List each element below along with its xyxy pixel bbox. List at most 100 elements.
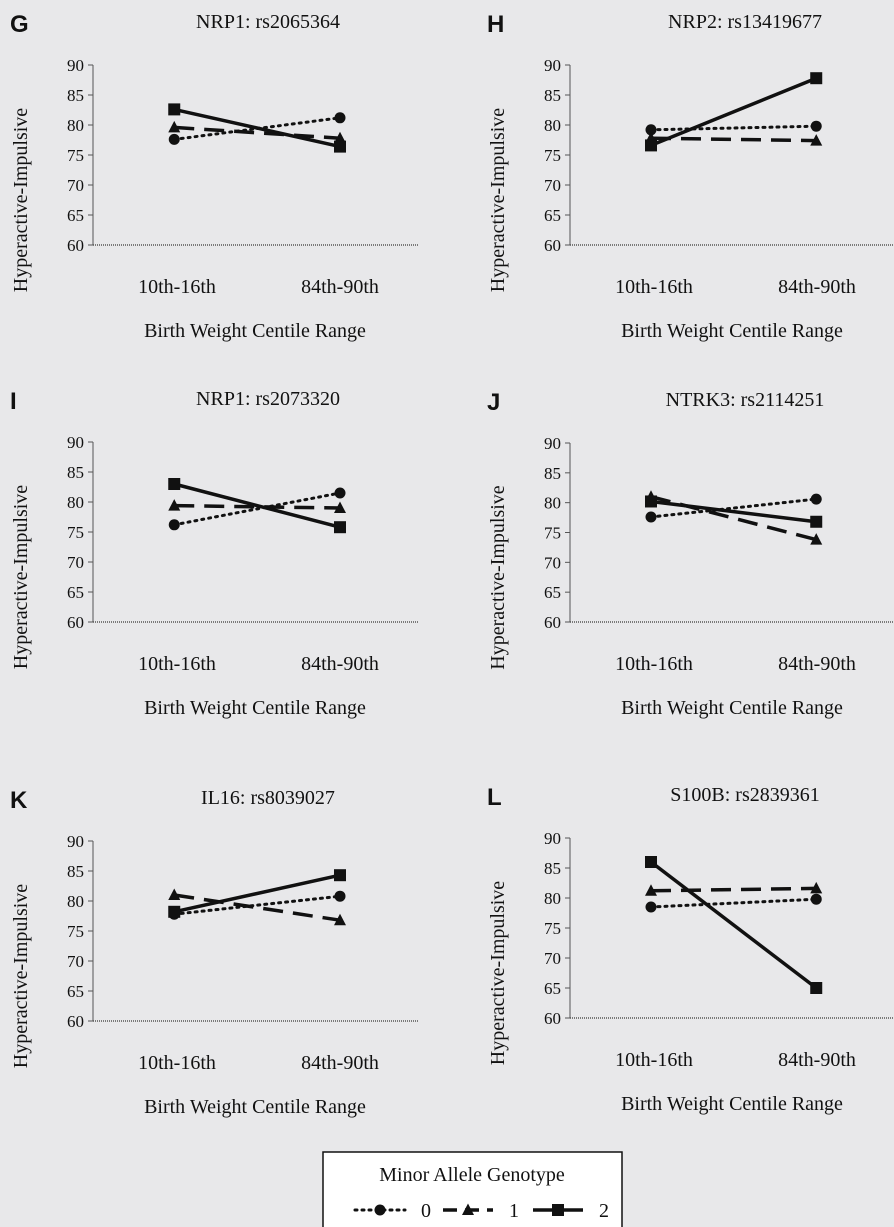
data-point (810, 982, 823, 994)
series-2 (645, 495, 823, 528)
y-tick-label: 60 (544, 1009, 561, 1028)
y-tick-label: 80 (544, 889, 561, 908)
y-axis-label: Hyperactive-Impulsive (10, 108, 32, 292)
data-point (168, 478, 181, 490)
series-line (649, 124, 818, 132)
data-point (810, 533, 823, 545)
data-point (168, 103, 181, 116)
series-1 (645, 881, 823, 896)
x-tick-label: 10th-16th (138, 1052, 216, 1074)
x-axis-label: Birth Weight Centile Range (144, 697, 366, 719)
data-point (334, 869, 346, 882)
legend-marker (462, 1203, 474, 1215)
data-point (168, 499, 181, 511)
series-2 (645, 856, 823, 994)
panel-k: K IL16: rs8039027 Hyperactive-Impulsive 60 6… (10, 787, 418, 1118)
panel-i: I NRP1: rs2073320 Hyperactive-Impulsive 60 6… (10, 388, 418, 719)
y-tick-label: 60 (67, 613, 84, 632)
panel-letter: J (487, 389, 500, 416)
y-tick-label: 85 (544, 464, 561, 483)
data-point (334, 913, 346, 926)
x-tick-label: 84th-90th (778, 276, 856, 298)
data-point (810, 134, 823, 146)
legend-entry-1: 1 (443, 1200, 519, 1222)
panel-letter: H (487, 11, 504, 38)
series-2 (168, 103, 346, 153)
legend-label: 1 (509, 1200, 519, 1222)
y-tick-label: 85 (67, 862, 84, 881)
series-line (649, 860, 818, 990)
y-tick-label: 85 (67, 463, 84, 482)
legend-label: 0 (421, 1200, 431, 1222)
y-tick-label: 75 (67, 146, 84, 165)
panel-title: S100B: rs2839361 (670, 784, 819, 806)
panel-title: IL16: rs8039027 (201, 787, 335, 809)
y-tick-label: 70 (544, 553, 561, 572)
y-tick-label: 90 (544, 56, 561, 75)
panel-h: H NRP2: rs13419677 Hyperactive-Impulsive 60… (487, 11, 894, 342)
y-tick-label: 70 (67, 176, 84, 195)
x-tick-label: 10th-16th (138, 653, 216, 675)
data-point (168, 888, 181, 900)
data-point (645, 511, 657, 523)
x-axis-label: Birth Weight Centile Range (144, 320, 366, 342)
legend: Minor Allele Genotype 0 1 2 (322, 1151, 623, 1227)
y-tick-label: 70 (67, 553, 84, 572)
data-point (810, 72, 823, 85)
panel-g: G NRP1: rs2065364 Hyperactive-Impulsive 60 6… (10, 11, 418, 342)
panel-letter: G (10, 11, 29, 38)
data-point (168, 519, 180, 531)
x-tick-label: 84th-90th (301, 276, 379, 298)
y-tick-label: 80 (544, 116, 561, 135)
chart-panels: G NRP1: rs2065364 Hyperactive-Impulsive 60 6… (10, 11, 894, 1118)
series-0 (168, 487, 346, 531)
series-line (173, 893, 341, 922)
y-tick-label: 65 (67, 583, 84, 602)
y-tick-label: 85 (544, 86, 561, 105)
x-tick-label: 10th-16th (615, 653, 693, 675)
x-tick-label: 84th-90th (301, 653, 379, 675)
series-line (174, 125, 341, 140)
y-tick-label: 65 (67, 206, 84, 225)
y-tick-label: 80 (544, 494, 561, 513)
data-point (645, 495, 657, 508)
y-tick-label: 75 (544, 146, 561, 165)
y-tick-label: 75 (67, 922, 84, 941)
y-tick-label: 60 (67, 236, 84, 255)
series-line (172, 491, 342, 527)
y-tick-label: 70 (67, 952, 84, 971)
y-tick-label: 90 (544, 434, 561, 453)
legend-entries: 0 1 2 (353, 1200, 609, 1222)
series-2 (168, 478, 346, 534)
data-point (810, 881, 823, 894)
data-point (334, 112, 346, 124)
y-tick-label: 90 (544, 829, 561, 848)
y-tick-label: 65 (67, 982, 84, 1001)
data-point (810, 493, 822, 505)
y-tick-label: 85 (67, 86, 84, 105)
y-tick-label: 70 (544, 176, 561, 195)
series-1 (168, 120, 346, 144)
y-tick-label: 80 (67, 892, 84, 911)
series-line (649, 497, 818, 519)
y-tick-label: 65 (544, 583, 561, 602)
y-tick-label: 70 (544, 949, 561, 968)
series-2 (168, 869, 346, 918)
series-2 (645, 72, 823, 152)
series-0 (645, 893, 822, 913)
y-tick-label: 65 (544, 206, 561, 225)
series-line (173, 482, 341, 529)
series-0 (645, 120, 822, 136)
y-axis-label: Hyperactive-Impulsive (10, 485, 32, 669)
x-tick-label: 10th-16th (615, 1049, 693, 1071)
y-tick-label: 90 (67, 56, 84, 75)
data-point (645, 856, 657, 868)
y-axis-label: Hyperactive-Impulsive (487, 881, 509, 1065)
x-tick-label: 84th-90th (778, 653, 856, 675)
data-point (168, 905, 181, 918)
series-1 (168, 499, 346, 513)
data-point (645, 884, 657, 896)
legend-marker (374, 1204, 386, 1216)
